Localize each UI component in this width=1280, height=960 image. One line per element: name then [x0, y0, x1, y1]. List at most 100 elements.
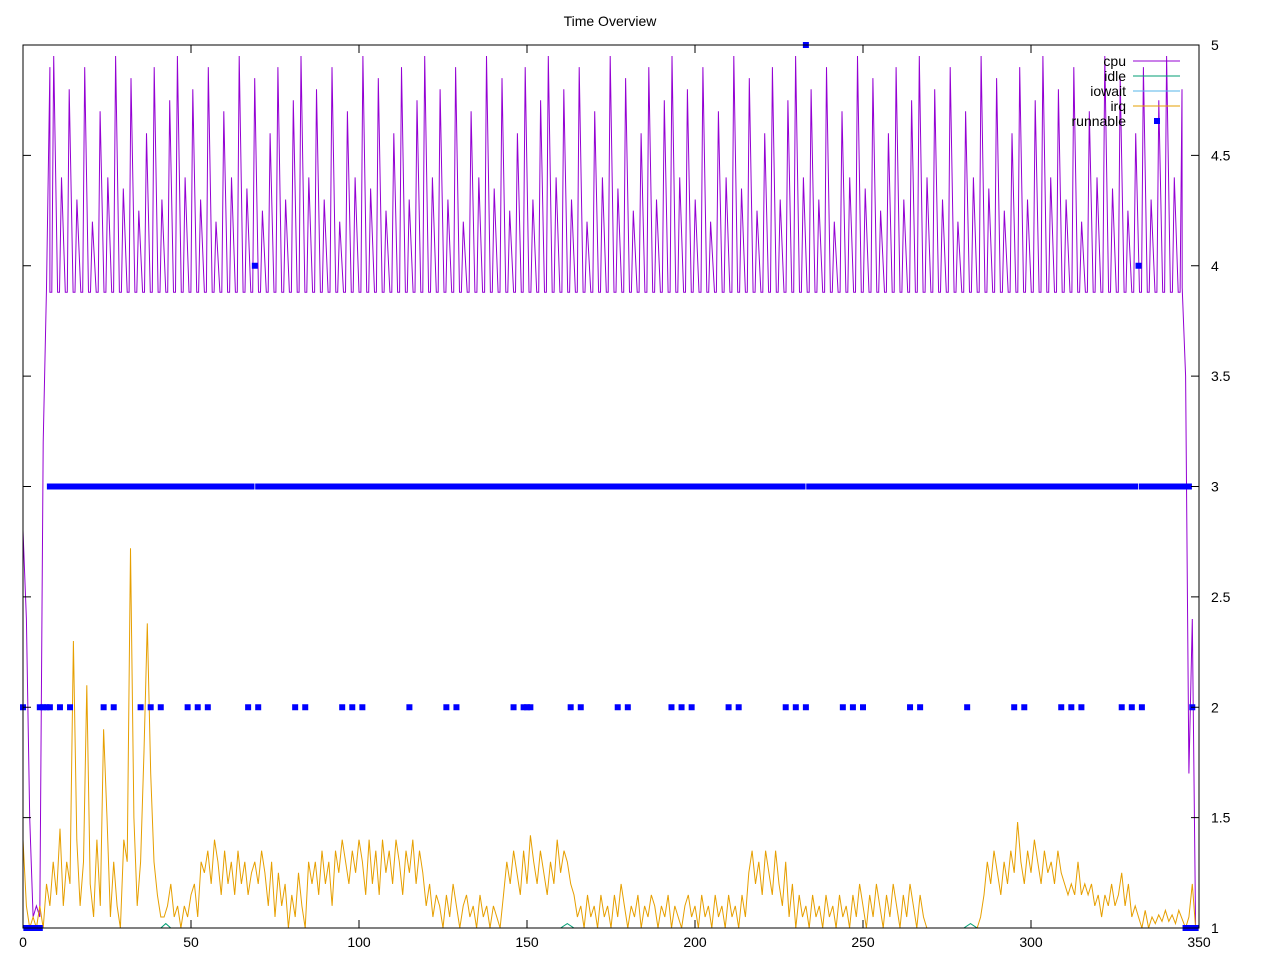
runnable-point [880, 483, 887, 490]
runnable-point [819, 483, 826, 490]
runnable-point [1152, 483, 1159, 490]
runnable-point [184, 483, 191, 490]
runnable-point [349, 704, 356, 711]
runnable-point [661, 483, 668, 490]
runnable-point [987, 483, 994, 490]
runnable-point [194, 483, 201, 490]
runnable-point [658, 483, 665, 490]
runnable-point [812, 483, 819, 490]
runnable-point [695, 483, 702, 490]
runnable-point [1185, 483, 1192, 490]
runnable-point [1155, 483, 1162, 490]
runnable-point [302, 483, 309, 490]
runnable-point [399, 483, 406, 490]
runnable-point [970, 483, 977, 490]
runnable-point [584, 483, 591, 490]
runnable-point [342, 483, 349, 490]
runnable-point [339, 483, 346, 490]
runnable-point [856, 483, 863, 490]
runnable-point [100, 704, 107, 711]
runnable-point [265, 483, 272, 490]
runnable-point [167, 483, 174, 490]
runnable-point [1128, 483, 1135, 490]
runnable-point [597, 483, 604, 490]
runnable-point [883, 483, 890, 490]
runnable-point [739, 483, 746, 490]
y-tick-label: 1 [1211, 920, 1219, 936]
runnable-point [1182, 483, 1189, 490]
runnable-point [668, 483, 675, 490]
runnable-point [863, 483, 870, 490]
x-tick-label: 150 [515, 934, 539, 950]
runnable-point [957, 483, 964, 490]
runnable-point [245, 704, 252, 711]
runnable-point [446, 483, 453, 490]
runnable-point [765, 483, 772, 490]
chart-title: Time Overview [564, 13, 658, 29]
runnable-point [429, 483, 436, 490]
runnable-point [557, 483, 564, 490]
runnable-point [1088, 483, 1095, 490]
y-tick-label: 2.5 [1211, 589, 1231, 605]
runnable-point [1085, 483, 1092, 490]
runnable-point [356, 483, 362, 490]
runnable-point [80, 483, 87, 490]
runnable-point [1021, 483, 1028, 490]
runnable-point [742, 483, 749, 490]
runnable-point [799, 483, 806, 490]
runnable-point [1128, 704, 1135, 711]
y-tick-label: 4 [1211, 258, 1219, 274]
runnable-point [83, 483, 90, 490]
runnable-point [591, 483, 598, 490]
runnable-point [332, 483, 339, 490]
runnable-point [174, 483, 181, 490]
runnable-point [426, 483, 433, 490]
runnable-point [964, 483, 971, 490]
runnable-point [1125, 483, 1132, 490]
runnable-point [980, 483, 987, 490]
y-tick-label: 1.5 [1211, 810, 1231, 826]
legend-label-runnable: runnable [1072, 113, 1127, 129]
runnable-point [282, 483, 289, 490]
runnable-point [1068, 704, 1075, 711]
runnable-point [507, 483, 514, 490]
runnable-point [1132, 483, 1139, 490]
runnable-point [238, 483, 245, 490]
runnable-point [913, 483, 920, 490]
runnable-point [802, 704, 809, 711]
runnable-point [1038, 483, 1045, 490]
runnable-point [520, 483, 527, 490]
runnable-point [1064, 483, 1071, 490]
runnable-point [110, 704, 117, 711]
runnable-point [359, 704, 366, 711]
x-tick-label: 100 [347, 934, 371, 950]
runnable-point [967, 483, 974, 490]
runnable-point [641, 483, 648, 490]
runnable-point [1118, 483, 1125, 490]
runnable-point [1078, 483, 1085, 490]
runnable-point [288, 483, 295, 490]
x-tick-label: 200 [683, 934, 707, 950]
runnable-point [67, 704, 74, 711]
runnable-point [994, 483, 1001, 490]
runnable-point [849, 483, 856, 490]
runnable-point [218, 483, 225, 490]
runnable-point [177, 483, 184, 490]
runnable-point [268, 483, 275, 490]
runnable-point [534, 483, 541, 490]
runnable-point [1004, 483, 1011, 490]
runnable-point [581, 483, 588, 490]
runnable-point [923, 483, 930, 490]
runnable-point [530, 483, 537, 490]
runnable-point [403, 483, 410, 490]
runnable-point [386, 483, 393, 490]
runnable-point [762, 483, 769, 490]
runnable-point [1007, 483, 1014, 490]
runnable-point [873, 483, 880, 490]
runnable-point [668, 704, 675, 711]
runnable-point [349, 483, 356, 490]
runnable-point [870, 483, 877, 490]
runnable-point [1001, 483, 1008, 490]
runnable-point [1091, 483, 1098, 490]
